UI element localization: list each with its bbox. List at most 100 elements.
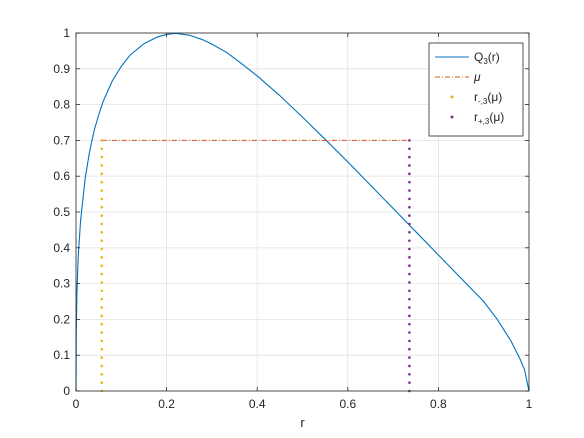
- series-point-r-plus: [408, 322, 411, 326]
- x-tick-label: 0.4: [249, 397, 266, 411]
- x-tick-label: 0.8: [430, 397, 447, 411]
- legend-symbol-dot: [450, 95, 454, 99]
- series-point-r-minus: [100, 372, 104, 376]
- series-point-r-minus: [100, 306, 104, 309]
- legend-label: r-,3(μ): [474, 90, 502, 106]
- series-point-r-plus: [408, 172, 411, 176]
- x-tick-label: 0: [73, 397, 80, 411]
- legend-label-tail: (μ): [489, 110, 504, 124]
- series-point-r-plus: [408, 197, 411, 201]
- series-point-r-minus: [100, 356, 104, 359]
- series-point-r-plus: [408, 222, 411, 226]
- series-point-r-plus: [408, 139, 411, 142]
- y-tick-label: 0.4: [53, 241, 70, 255]
- series-point-r-plus: [408, 247, 411, 251]
- series-point-r-minus: [100, 189, 104, 192]
- series-point-r-minus: [100, 339, 104, 343]
- y-tick-label: 0.9: [53, 62, 70, 76]
- series-point-r-plus: [408, 214, 411, 217]
- series-point-r-plus: [408, 297, 411, 301]
- series-point-r-minus: [100, 314, 104, 318]
- series-point-r-minus: [100, 164, 104, 167]
- series-point-r-plus: [408, 189, 411, 192]
- legend-label-main: r: [474, 90, 478, 104]
- series-point-r-plus: [408, 381, 411, 384]
- x-tick-label: 1: [526, 397, 533, 411]
- series-line-q3: [75, 32, 530, 392]
- series-point-r-plus: [408, 372, 411, 376]
- x-axis-label: r: [300, 415, 305, 430]
- series-point-r-minus: [100, 256, 104, 259]
- legend-box: [428, 42, 524, 137]
- ticks: 0 0.2 0.4 0.6 0.8 1 0 0.1 0.2 0.3 0.4 0.5 0.6 0.7 0.8 0…: [53, 26, 532, 411]
- series-point-r-plus: [408, 239, 411, 242]
- legend-symbol-dot: [450, 115, 454, 119]
- series-point-r-minus: [100, 322, 104, 326]
- legend: Q3(r)μr-,3(μ)r+,3(μ): [428, 42, 524, 137]
- series-point-r-minus: [100, 172, 104, 176]
- series-point-r-minus: [100, 247, 104, 251]
- series-point-r-minus: [100, 180, 104, 184]
- series-point-r-plus: [408, 314, 411, 318]
- series-point-r-plus: [408, 289, 411, 293]
- series-point-r-plus: [408, 281, 411, 284]
- x-tick-label: 0.2: [158, 397, 175, 411]
- series-point-r-minus: [100, 347, 104, 351]
- series-point-r-minus: [100, 297, 104, 301]
- series-point-r-plus: [408, 180, 411, 184]
- series-point-r-plus: [408, 155, 411, 159]
- series-point-r-plus: [408, 272, 411, 276]
- series-point-r-minus: [100, 239, 104, 242]
- series-point-r-minus: [100, 281, 104, 284]
- legend-label-tail: (μ): [487, 90, 502, 104]
- series-point-r-plus: [408, 339, 411, 343]
- series-point-r-plus: [408, 230, 411, 234]
- series-point-r-plus: [408, 164, 411, 167]
- series-point-r-plus: [408, 356, 411, 359]
- y-tick-label: 0.7: [53, 133, 70, 147]
- y-tick-label: 0.5: [53, 205, 70, 219]
- legend-label-tail: (r): [488, 50, 500, 64]
- series-point-r-plus: [408, 256, 411, 259]
- series-point-r-plus: [408, 205, 411, 209]
- series-point-r-minus: [100, 147, 104, 151]
- legend-label-subscript: +,3: [478, 117, 490, 126]
- series-point-r-minus: [100, 331, 104, 334]
- series-point-r-plus: [408, 331, 411, 334]
- legend-label-subscript: -,3: [478, 97, 488, 106]
- series-point-r-plus: [408, 306, 411, 309]
- y-tick-label: 1: [63, 26, 70, 40]
- y-tick-label: 0: [63, 384, 70, 398]
- series-point-r-plus: [408, 364, 411, 368]
- legend-label: r+,3(μ): [474, 110, 504, 126]
- series-point-r-minus: [100, 381, 104, 384]
- series-point-r-plus: [408, 264, 411, 268]
- legend-label: μ: [473, 70, 481, 84]
- y-tick-label: 0.8: [53, 98, 70, 112]
- series-point-r-plus: [408, 147, 411, 151]
- series-point-r-minus: [100, 139, 104, 142]
- y-tick-label: 0.1: [53, 348, 70, 362]
- legend-label: Q3(r): [474, 50, 500, 66]
- series-point-r-minus: [100, 264, 104, 268]
- series-point-r-minus: [100, 272, 104, 276]
- y-tick-label: 0.3: [53, 277, 70, 291]
- x-tick-label: 0.6: [339, 397, 356, 411]
- series-point-r-minus: [100, 222, 104, 226]
- series-point-r-minus: [100, 364, 104, 368]
- legend-label-subscript: 3: [483, 57, 488, 66]
- y-tick-label: 0.6: [53, 169, 70, 183]
- series-point-r-minus: [100, 197, 104, 201]
- series-layer: [75, 32, 530, 393]
- series-point-r-minus: [100, 289, 104, 293]
- series-point-r-minus: [100, 205, 104, 209]
- legend-label-main: r: [474, 110, 478, 124]
- legend-label-main: μ: [473, 70, 481, 84]
- series-point-r-plus: [408, 347, 411, 351]
- series-point-r-minus: [100, 230, 104, 234]
- legend-label-main: Q: [474, 50, 483, 64]
- series-point-r-minus: [100, 214, 104, 217]
- y-tick-label: 0.2: [53, 312, 70, 326]
- series-point-r-minus: [100, 155, 104, 159]
